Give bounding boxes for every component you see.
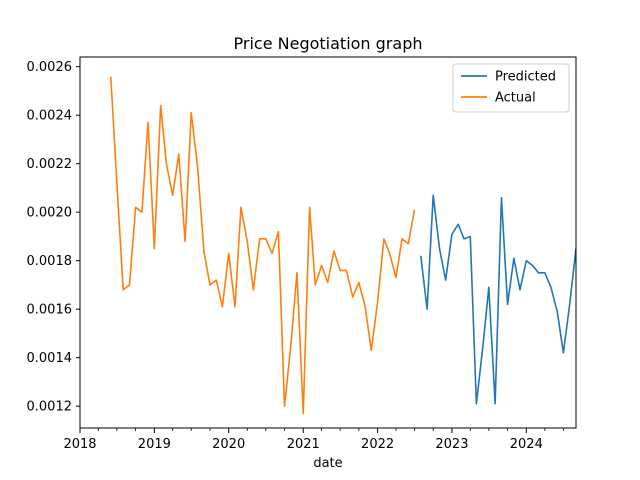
legend-label-predicted: Predicted [495,70,556,85]
x-tick-label: 2019 [138,437,171,452]
series-layer [109,76,576,415]
x-tick-label: 2018 [63,437,96,452]
chart-title: Price Negotiation graph [234,34,423,53]
x-tick-label: 2021 [287,437,320,452]
y-tick-label: 0.0020 [27,206,73,221]
y-tick-label: 0.0014 [27,351,73,366]
y-tick-label: 0.0024 [27,109,73,124]
axes-frame [79,56,577,429]
y-tick-label: 0.0016 [27,303,73,318]
y-tick-label: 0.0026 [27,60,73,75]
y-tick-label: 0.0012 [27,400,73,415]
x-tick-label: 2022 [361,437,394,452]
x-axis-label: date [313,456,342,471]
x-tick-label: 2020 [212,437,245,452]
legend: Predicted Actual [452,63,570,113]
x-tick-label: 2024 [510,437,543,452]
x-axis: 2018 2019 2020 2021 2022 2023 2024 [63,428,564,452]
y-axis: 0.0012 0.0014 0.0016 0.0018 0.0020 0.0022 0.00… [27,60,80,415]
y-tick-label: 0.0022 [27,157,73,172]
y-tick-label: 0.0018 [27,254,73,269]
series-line-predicted [419,194,576,405]
x-tick-label: 2023 [435,437,468,452]
series-line-actual [109,76,416,415]
legend-label-actual: Actual [495,91,536,106]
